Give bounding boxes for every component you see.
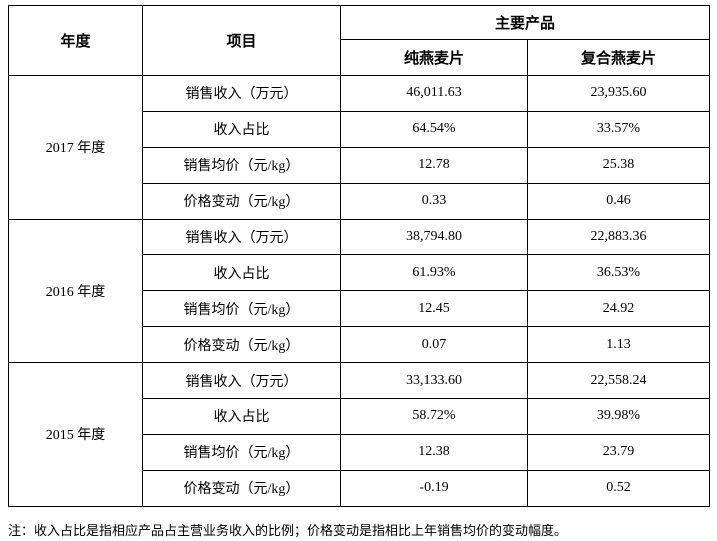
table-row: 销售均价（元/kg） 12.45 24.92 xyxy=(9,290,711,328)
item-cell: 销售收入（万元） xyxy=(142,75,341,112)
value-cell: 61.93% xyxy=(340,254,528,292)
table-row: 价格变动（元/kg） 0.33 0.46 xyxy=(9,182,711,220)
value-cell: 39.98% xyxy=(526,398,711,435)
footnote: 注：收入占比是指相应产品占主营业务收入的比例；价格变动是指相比上年销售均价的变动… xyxy=(8,523,568,538)
year-cell: 2015 年度 xyxy=(8,362,143,507)
item-cell: 销售收入（万元） xyxy=(142,218,341,256)
value-cell: 64.54% xyxy=(340,110,528,148)
year-cell: 2017 年度 xyxy=(8,75,143,220)
item-cell: 销售均价（元/kg） xyxy=(142,146,341,184)
item-cell: 销售均价（元/kg） xyxy=(142,433,341,471)
value-cell: 23.79 xyxy=(526,433,711,471)
value-cell: 0.46 xyxy=(526,182,711,220)
value-cell: 24.92 xyxy=(526,290,711,328)
value-cell: 12.78 xyxy=(340,146,528,184)
item-cell: 收入占比 xyxy=(142,110,341,148)
table-row: 价格变动（元/kg） 0.07 1.13 xyxy=(9,326,711,364)
value-cell: 33,133.60 xyxy=(340,362,528,400)
table-row: 价格变动（元/kg） -0.19 0.52 xyxy=(9,469,711,507)
header-cell: 项目 xyxy=(142,5,341,76)
value-cell: 38,794.80 xyxy=(340,218,528,256)
table-row: 2015 年度 销售收入（万元） 33,133.60 22,558.24 xyxy=(8,362,711,507)
item-cell: 收入占比 xyxy=(142,254,341,292)
table-row: 收入占比 61.93% 36.53% xyxy=(9,254,711,292)
item-cell: 销售收入（万元） xyxy=(142,362,341,400)
value-cell: 0.33 xyxy=(340,182,528,220)
value-cell: 12.38 xyxy=(340,433,528,471)
value-cell: 0.52 xyxy=(526,469,711,507)
value-cell: 25.38 xyxy=(526,146,711,184)
table-row: 2016 年度 销售收入（万元） 38,794.80 22,883.36 xyxy=(8,218,711,364)
header-cell: 复合燕麦片 xyxy=(526,39,711,76)
item-cell: 收入占比 xyxy=(142,398,341,435)
data-table: 年度 项目 主要产品 纯燕麦片 复合燕麦片 2017 年度 销售收入（万元） 46,… xyxy=(8,5,711,507)
value-cell: 58.72% xyxy=(340,398,528,435)
item-cell: 价格变动（元/kg） xyxy=(142,326,341,364)
value-cell: 0.07 xyxy=(340,326,528,364)
header-cell: 主要产品 xyxy=(339,5,711,40)
value-cell: 33.57% xyxy=(526,110,711,148)
value-cell: 36.53% xyxy=(526,254,711,292)
item-cell: 销售均价（元/kg） xyxy=(142,290,341,328)
item-cell: 价格变动（元/kg） xyxy=(142,182,341,220)
value-cell: 46,011.63 xyxy=(340,75,528,112)
value-cell: 1.13 xyxy=(526,326,711,364)
header-cell: 纯燕麦片 xyxy=(340,39,528,76)
table-body: 2017 年度 销售收入（万元） 46,011.63 23,935.60 收入占比 64.… xyxy=(8,75,711,507)
year-cell: 2016 年度 xyxy=(8,218,143,364)
value-cell: 12.45 xyxy=(340,290,528,328)
table-row: 收入占比 64.54% 33.57% xyxy=(9,110,711,148)
table-row: 收入占比 58.72% 39.98% xyxy=(9,398,711,435)
value-cell: 22,558.24 xyxy=(526,362,711,400)
item-cell: 价格变动（元/kg） xyxy=(142,469,341,507)
table-row: 销售均价（元/kg） 12.78 25.38 xyxy=(9,146,711,184)
table-row: 2017 年度 销售收入（万元） 46,011.63 23,935.60 xyxy=(8,75,711,220)
header-cell: 年度 xyxy=(8,5,143,76)
table-row: 销售均价（元/kg） 12.38 23.79 xyxy=(9,433,711,471)
value-cell: -0.19 xyxy=(340,469,528,507)
value-cell: 23,935.60 xyxy=(526,75,711,112)
value-cell: 22,883.36 xyxy=(526,218,711,256)
